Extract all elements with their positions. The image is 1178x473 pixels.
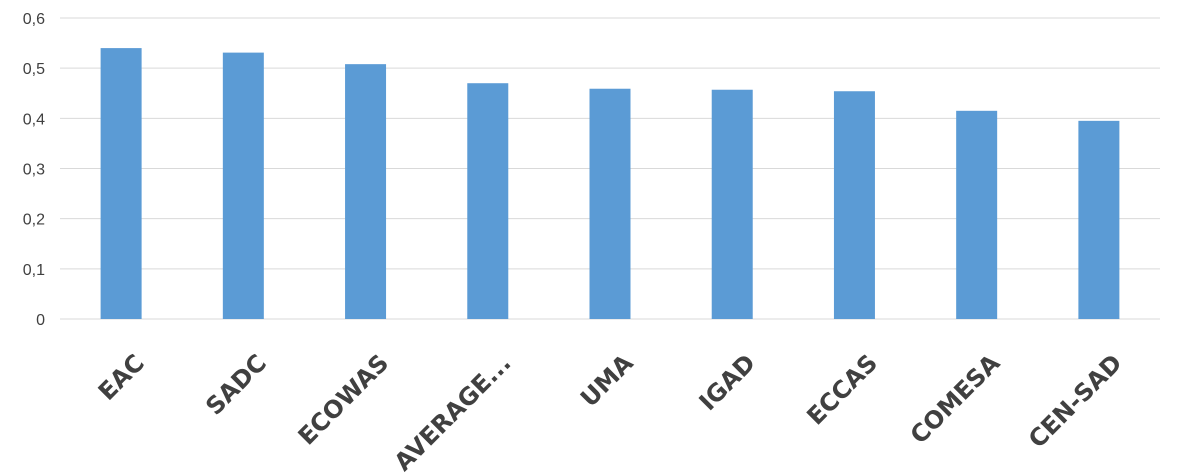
y-tick-label: 0,1 — [23, 262, 45, 279]
x-tick-label: ECCAS — [801, 349, 883, 431]
bar-comesa — [956, 110, 998, 319]
bar-igad — [711, 89, 753, 319]
x-tick-label: CEN-SAD — [1023, 349, 1128, 454]
y-tick-label: 0,4 — [23, 111, 45, 128]
x-tick-label: UMA — [575, 349, 639, 413]
y-tick-label: 0,5 — [23, 61, 45, 78]
y-axis-ticks: 0 0,1 0,2 0,3 0,4 0,5 0,6 — [23, 11, 45, 329]
x-tick-label: SADC — [200, 349, 272, 421]
y-tick-label: 0,3 — [23, 162, 45, 179]
x-tick-label: IGAD — [694, 349, 761, 416]
bars — [100, 48, 1120, 320]
bar-eccas — [833, 91, 875, 319]
y-tick-label: 0,6 — [23, 11, 45, 28]
x-tick-label: COMESA — [905, 349, 1006, 450]
bar-uma — [589, 88, 631, 319]
y-tick-label: 0 — [36, 312, 45, 329]
bar-sadc — [222, 52, 264, 320]
y-tick-label: 0,2 — [23, 212, 45, 229]
bar-ecowas — [345, 64, 387, 319]
x-tick-label: AVERAGE... — [389, 349, 517, 473]
bar-average — [467, 83, 509, 319]
bar-cen-sad — [1078, 120, 1120, 319]
x-tick-label: EAC — [93, 349, 150, 406]
x-tick-label: ECOWAS — [293, 349, 395, 451]
bar-eac — [100, 48, 142, 319]
